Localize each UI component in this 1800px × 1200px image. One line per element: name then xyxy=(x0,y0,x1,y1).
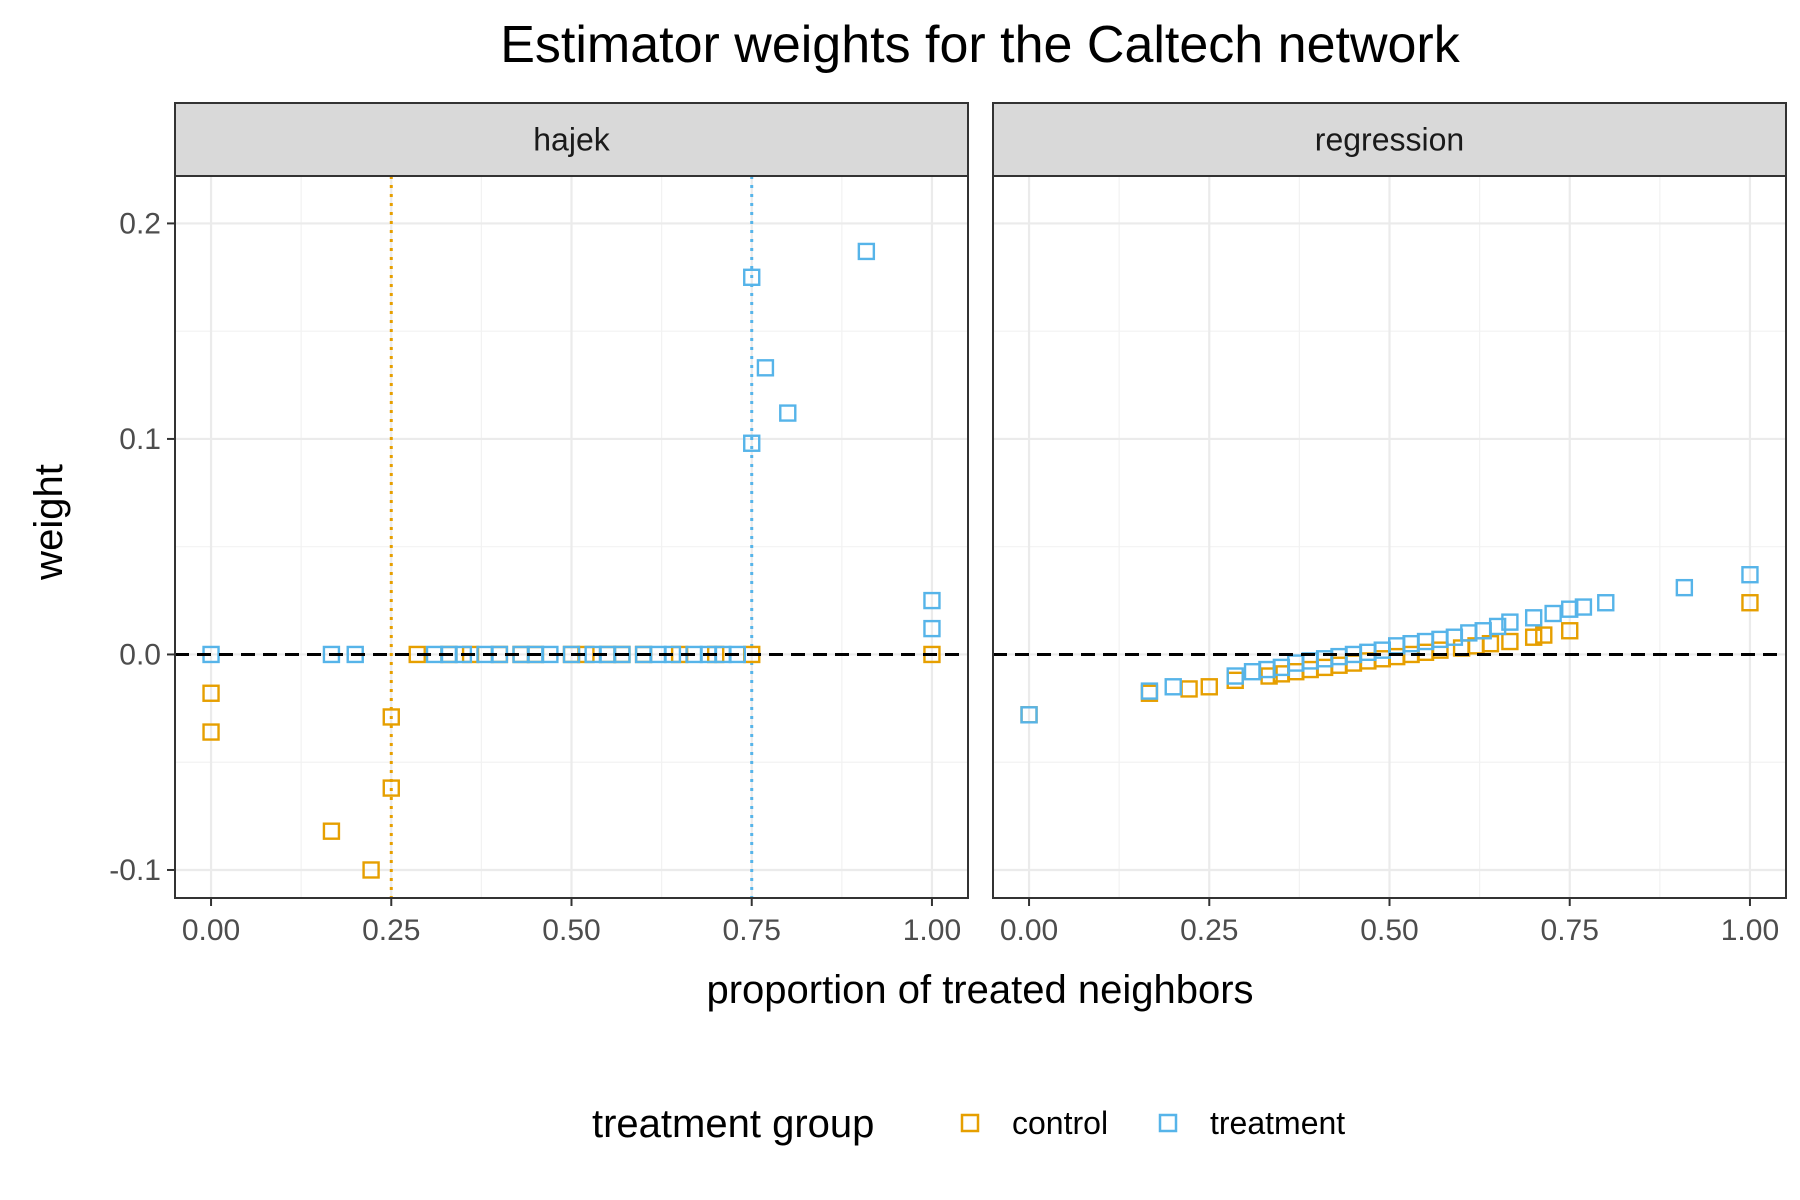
data-point-control xyxy=(382,708,400,726)
data-point-treatment xyxy=(1741,566,1759,584)
data-point-treatment xyxy=(1524,609,1543,627)
x-tick-label: 1.00 xyxy=(903,914,961,947)
data-point-control xyxy=(1535,626,1553,644)
legend-key-treatment xyxy=(1158,1113,1178,1133)
legend-label-treatment: treatment xyxy=(1210,1105,1345,1141)
data-point-treatment xyxy=(1020,706,1038,724)
y-tick-label: 0.1 xyxy=(119,423,161,456)
y-axis-title: weight xyxy=(27,464,71,581)
x-axis-title: proportion of treated neighbors xyxy=(706,968,1253,1012)
legend-key-control xyxy=(960,1113,980,1133)
facet-panels: hajek 0.00 0.25 0.50 0.75 1.00 -0.1 0.0 0.1 0.2 re… xyxy=(109,102,1787,947)
y-tick-label: 0.2 xyxy=(119,207,161,240)
facet-strip xyxy=(174,102,969,177)
panel-hajek: hajek 0.00 0.25 0.50 0.75 1.00 -0.1 0.0 0.1 0.2 xyxy=(109,102,969,947)
facet-strip-label: hajek xyxy=(533,122,611,158)
x-tick-label: 1.00 xyxy=(1721,914,1779,947)
y-tick-label: -0.1 xyxy=(109,854,161,887)
legend-title: treatment group xyxy=(592,1102,874,1146)
data-point-treatment xyxy=(1561,600,1579,618)
data-point-control xyxy=(382,779,400,797)
data-point-treatment xyxy=(613,645,631,664)
data-point-control xyxy=(202,723,220,741)
chart-title: Estimator weights for the Caltech networ… xyxy=(500,16,1461,74)
data-point-treatment xyxy=(1226,667,1244,685)
data-point-treatment xyxy=(857,242,876,261)
data-point-control xyxy=(1501,632,1519,651)
data-point-treatment xyxy=(1501,613,1519,631)
data-point-treatment xyxy=(1597,594,1615,612)
x-tick-label: 0.50 xyxy=(1360,914,1418,947)
facet-strip xyxy=(992,102,1787,177)
data-point-treatment xyxy=(923,619,941,638)
x-tick-label: 0.75 xyxy=(1541,914,1599,947)
x-tick-label: 0.25 xyxy=(1180,914,1238,947)
data-point-control xyxy=(1561,622,1579,640)
x-tick-label: 0.50 xyxy=(542,914,600,947)
x-tick-label: 0.25 xyxy=(362,914,420,947)
x-tick-label: 0.75 xyxy=(723,914,781,947)
x-tick-label: 0.00 xyxy=(182,914,240,947)
data-point-treatment xyxy=(1488,617,1507,636)
panel-regression: regression 0.00 0.25 0.50 0.75 1.00 xyxy=(992,102,1787,947)
facet-strip-label: regression xyxy=(1315,122,1464,158)
legend-label-control: control xyxy=(1012,1105,1108,1141)
data-point-control xyxy=(322,822,341,840)
data-point-treatment xyxy=(1140,682,1159,700)
data-point-control xyxy=(362,861,380,879)
data-point-treatment xyxy=(743,268,761,286)
data-point-treatment xyxy=(756,359,775,377)
data-point-control xyxy=(1200,678,1218,696)
data-point-treatment xyxy=(1164,678,1182,696)
legend: treatment group control treatment xyxy=(592,1102,1345,1146)
data-point-treatment xyxy=(1544,604,1562,623)
data-point-control xyxy=(1524,628,1543,646)
data-point-control xyxy=(1741,594,1759,612)
data-point-treatment xyxy=(1675,578,1694,597)
y-tick-label: 0.0 xyxy=(119,638,161,671)
data-point-treatment xyxy=(743,434,761,452)
data-point-treatment xyxy=(923,591,941,610)
data-point-treatment xyxy=(779,404,797,422)
data-point-treatment xyxy=(1574,598,1593,616)
x-tick-label: 0.00 xyxy=(1000,914,1058,947)
data-point-control xyxy=(202,684,220,702)
